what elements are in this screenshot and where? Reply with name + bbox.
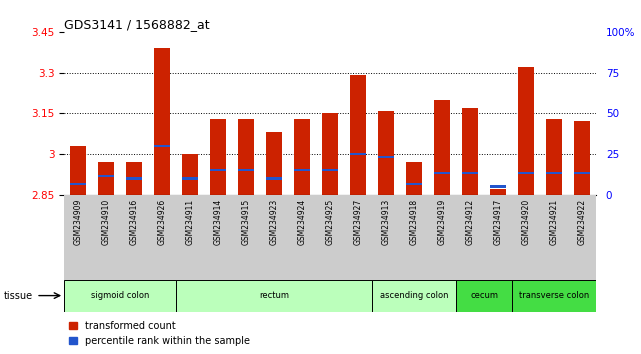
Bar xyxy=(99,162,114,195)
Bar xyxy=(490,185,506,188)
Bar xyxy=(64,280,176,312)
Text: GSM234925: GSM234925 xyxy=(326,199,335,245)
Bar xyxy=(546,119,562,195)
Bar xyxy=(71,183,86,185)
Text: GSM234923: GSM234923 xyxy=(270,199,279,245)
Bar xyxy=(490,189,506,195)
Text: GSM234927: GSM234927 xyxy=(354,199,363,245)
Bar xyxy=(322,113,338,195)
Bar xyxy=(435,172,450,174)
Bar xyxy=(519,67,534,195)
Bar xyxy=(99,175,114,177)
Bar xyxy=(406,183,422,185)
Text: GSM234914: GSM234914 xyxy=(213,199,222,245)
Bar xyxy=(210,119,226,195)
Bar xyxy=(267,177,282,179)
Text: GSM234920: GSM234920 xyxy=(522,199,531,245)
Bar xyxy=(351,75,366,195)
Text: GSM234919: GSM234919 xyxy=(438,199,447,245)
Text: GSM234922: GSM234922 xyxy=(578,199,587,245)
Bar xyxy=(574,121,590,195)
Bar xyxy=(126,177,142,179)
Bar xyxy=(71,146,86,195)
Bar xyxy=(512,280,596,312)
Bar xyxy=(126,162,142,195)
Bar xyxy=(183,177,198,179)
Bar xyxy=(238,119,254,195)
Bar xyxy=(519,172,534,174)
Bar xyxy=(294,119,310,195)
Bar xyxy=(378,110,394,195)
Bar xyxy=(462,172,478,174)
Text: cecum: cecum xyxy=(470,291,498,300)
Bar xyxy=(294,169,310,171)
Bar xyxy=(238,169,254,171)
Text: GSM234915: GSM234915 xyxy=(242,199,251,245)
Text: transverse colon: transverse colon xyxy=(519,291,589,300)
Bar xyxy=(462,108,478,195)
Bar xyxy=(176,280,372,312)
Text: ascending colon: ascending colon xyxy=(380,291,448,300)
Legend: transformed count, percentile rank within the sample: transformed count, percentile rank withi… xyxy=(69,321,249,346)
Text: GSM234909: GSM234909 xyxy=(74,199,83,245)
Bar xyxy=(456,280,512,312)
Bar xyxy=(351,153,366,155)
Text: GSM234910: GSM234910 xyxy=(102,199,111,245)
Text: GSM234924: GSM234924 xyxy=(297,199,306,245)
Text: GSM234916: GSM234916 xyxy=(129,199,138,245)
Bar xyxy=(183,154,198,195)
Bar xyxy=(154,145,170,147)
Text: GSM234917: GSM234917 xyxy=(494,199,503,245)
Bar xyxy=(154,48,170,195)
Text: GSM234921: GSM234921 xyxy=(549,199,558,245)
Bar xyxy=(378,156,394,158)
Text: GSM234912: GSM234912 xyxy=(465,199,474,245)
Bar xyxy=(546,172,562,174)
Text: sigmoid colon: sigmoid colon xyxy=(91,291,149,300)
Text: GDS3141 / 1568882_at: GDS3141 / 1568882_at xyxy=(64,18,210,31)
Text: GSM234918: GSM234918 xyxy=(410,199,419,245)
Bar xyxy=(435,100,450,195)
Text: tissue: tissue xyxy=(4,291,33,301)
Bar xyxy=(322,169,338,171)
Text: GSM234926: GSM234926 xyxy=(158,199,167,245)
Bar xyxy=(267,132,282,195)
Text: GSM234911: GSM234911 xyxy=(186,199,195,245)
Text: GSM234913: GSM234913 xyxy=(381,199,390,245)
Bar xyxy=(406,162,422,195)
Bar xyxy=(372,280,456,312)
Bar xyxy=(574,172,590,174)
Text: rectum: rectum xyxy=(259,291,289,300)
Bar xyxy=(210,169,226,171)
